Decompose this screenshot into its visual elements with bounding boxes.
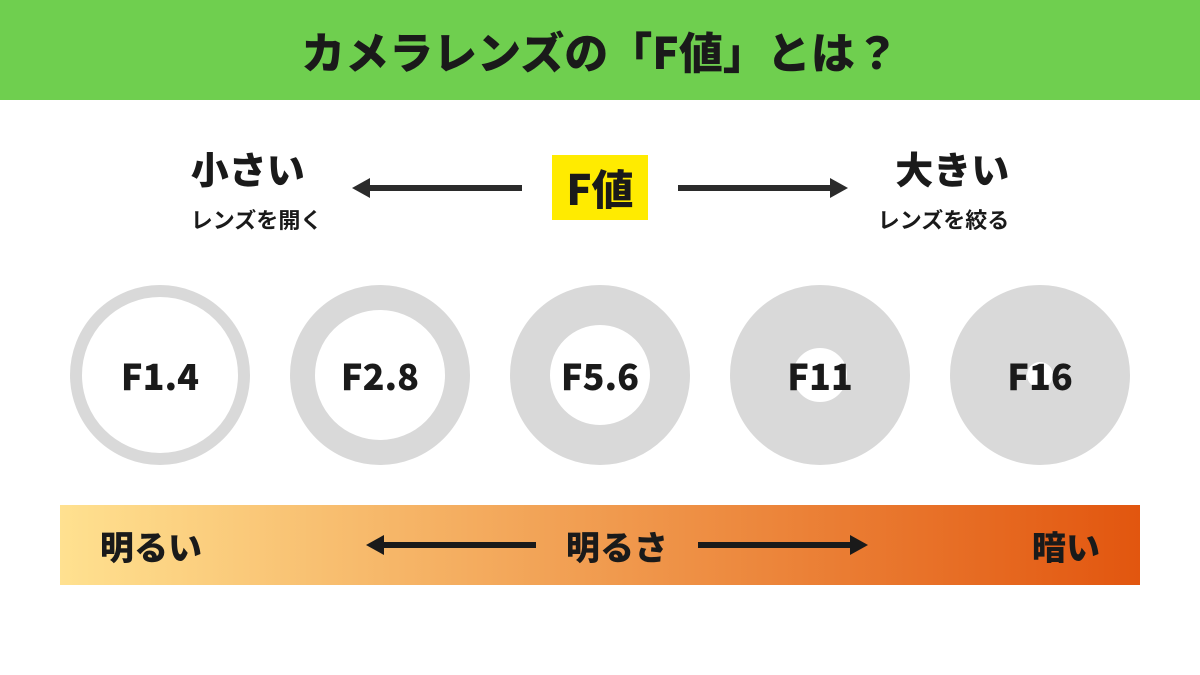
aperture-item: F2.8 bbox=[290, 285, 470, 465]
f-scale-row: 小さい レンズを開く F値 大きい レンズを絞る bbox=[0, 140, 1200, 235]
scale-left-sub: レンズを開く bbox=[191, 203, 323, 235]
aperture-item: F16 bbox=[950, 285, 1130, 465]
aperture-item: F1.4 bbox=[70, 285, 250, 465]
bright-left: 明るい bbox=[100, 521, 202, 570]
arrow-left-icon bbox=[352, 173, 522, 203]
aperture-item: F5.6 bbox=[510, 285, 690, 465]
aperture-label: F1.4 bbox=[121, 349, 199, 401]
aperture-row: F1.4 F2.8 F5.6 F11 F16 bbox=[0, 285, 1200, 465]
scale-right: 大きい レンズを絞る bbox=[878, 140, 1080, 235]
scale-left-big: 小さい bbox=[191, 140, 305, 195]
scale-left: 小さい レンズを開く bbox=[121, 140, 323, 235]
bright-right: 暗い bbox=[1032, 521, 1100, 570]
aperture-item: F11 bbox=[730, 285, 910, 465]
bright-arrow-right-icon bbox=[698, 530, 868, 560]
scale-right-big: 大きい bbox=[895, 140, 1009, 195]
title-bar: カメラレンズの「F値」とは？ bbox=[0, 0, 1200, 100]
brightness-bar: 明るい 明るさ 暗い bbox=[60, 505, 1140, 585]
aperture-label: F2.8 bbox=[341, 349, 419, 401]
aperture-label: F5.6 bbox=[561, 349, 639, 401]
aperture-label: F11 bbox=[787, 349, 853, 401]
bright-center: 明るさ bbox=[566, 521, 668, 570]
aperture-label: F16 bbox=[1007, 349, 1073, 401]
bright-mid: 明るさ bbox=[366, 521, 868, 570]
arrow-right-icon bbox=[678, 173, 848, 203]
title-text: カメラレンズの「F値」とは？ bbox=[301, 18, 899, 82]
f-badge: F値 bbox=[552, 155, 647, 220]
bright-arrow-left-icon bbox=[366, 530, 536, 560]
scale-right-sub: レンズを絞る bbox=[878, 203, 1010, 235]
